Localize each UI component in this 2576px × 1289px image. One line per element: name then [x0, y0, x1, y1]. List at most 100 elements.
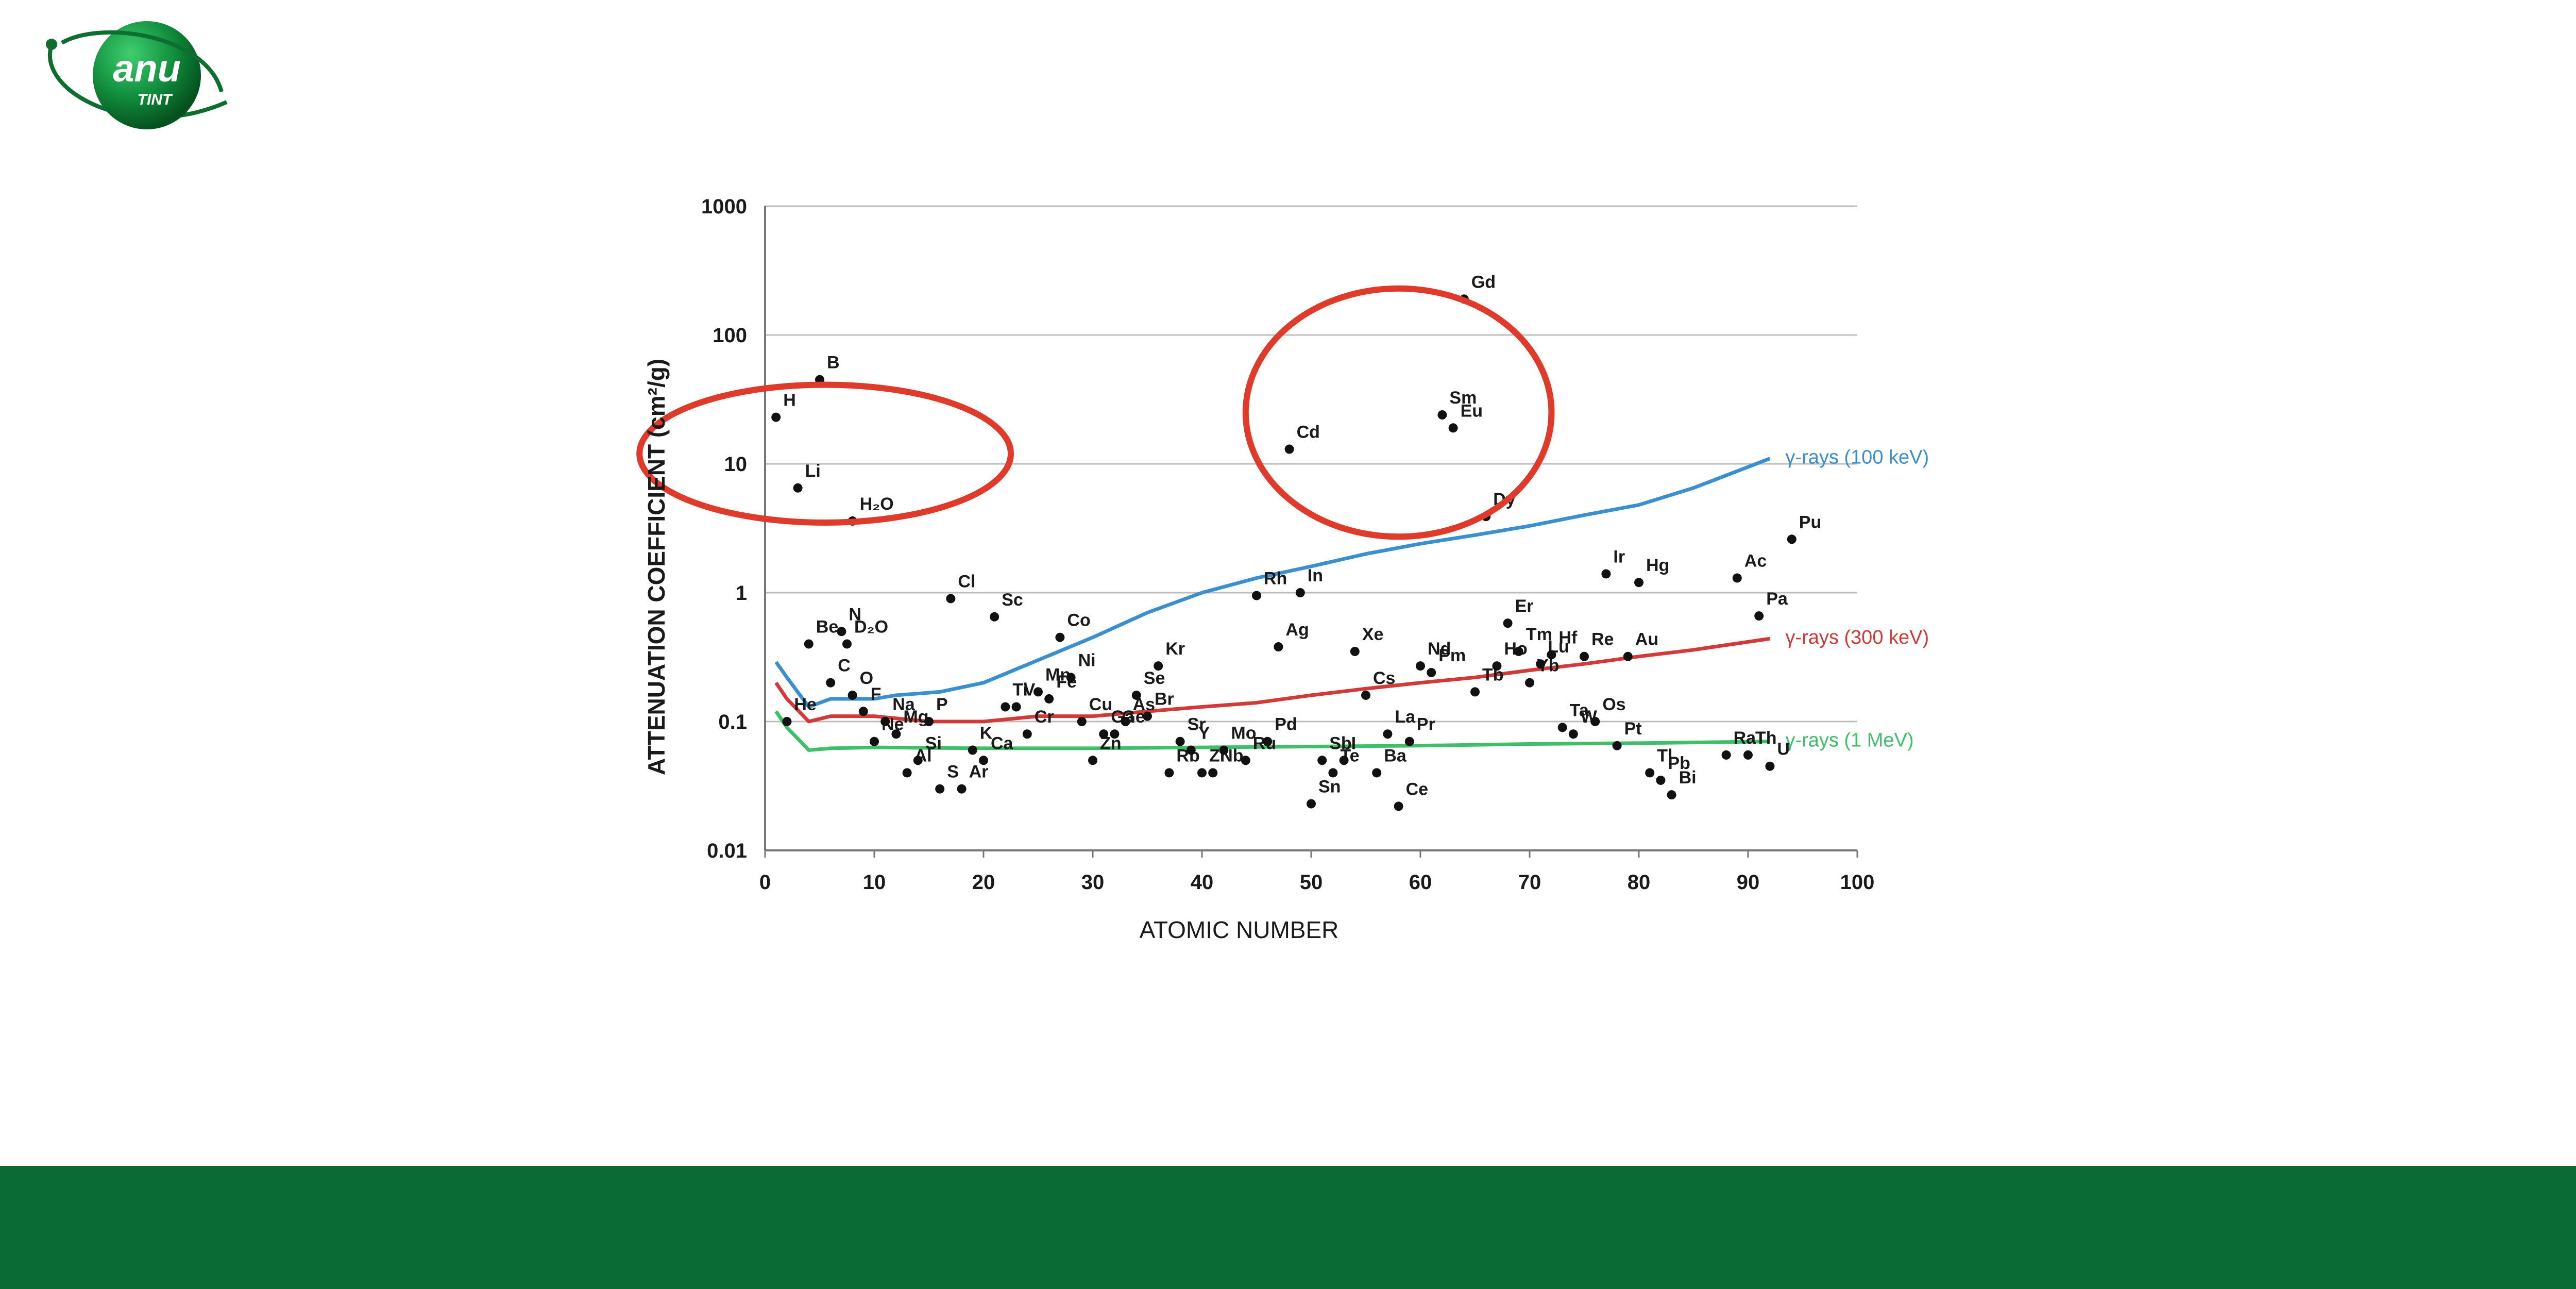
- data-point: [1295, 588, 1305, 597]
- element-label: Ir: [1613, 547, 1625, 566]
- element-label: H: [783, 391, 796, 410]
- element-label: Sc: [1002, 590, 1023, 610]
- element-label: Sm: [1449, 388, 1477, 408]
- anu-tint-logo: anu TINT: [46, 21, 228, 129]
- element-label: Ra: [1734, 728, 1757, 748]
- data-point: [804, 639, 814, 649]
- element-label: Mo: [1231, 723, 1256, 743]
- data-point: [1088, 756, 1097, 765]
- data-point: [1154, 661, 1163, 671]
- data-point: [1732, 573, 1742, 583]
- data-point: [1284, 444, 1294, 454]
- data-point: [902, 768, 912, 778]
- data-point: [979, 756, 988, 765]
- element-label: Xe: [1362, 625, 1384, 644]
- data-point: [1721, 750, 1731, 760]
- data-point: [990, 612, 999, 622]
- chart-highlight-circles: [636, 285, 1555, 540]
- element-label: Ca: [991, 733, 1014, 753]
- data-point: [1514, 646, 1523, 656]
- data-point: [1372, 768, 1382, 778]
- data-point: [1263, 736, 1273, 746]
- chart-points: HHeLiBeBCH₂OND₂OOFNeNaMgAlSiPSClArKCaScT…: [771, 272, 1821, 811]
- element-label: In: [1308, 566, 1323, 585]
- data-point: [1164, 768, 1174, 778]
- highlight-circle: [1242, 285, 1555, 540]
- chart-ticks: 0.01 0.1 1 10 100 1000 0 10 20 30 40 50 60 70 80 90 100: [701, 195, 1874, 894]
- data-point: [1437, 410, 1447, 420]
- element-label: Ag: [1285, 620, 1309, 640]
- x-tick-label: 50: [1300, 871, 1323, 894]
- element-label: Cr: [1035, 707, 1054, 727]
- element-label: Tl: [1657, 746, 1672, 765]
- logo-globe: [93, 21, 201, 129]
- data-point: [793, 483, 803, 493]
- element-label: Si: [925, 733, 942, 753]
- element-label: Na: [892, 695, 916, 714]
- element-label: Hg: [1646, 556, 1669, 575]
- data-point: [1634, 578, 1643, 588]
- data-point: [1131, 690, 1141, 700]
- element-label: Eu: [1461, 401, 1483, 421]
- data-point: [1536, 659, 1546, 669]
- data-point: [1448, 423, 1458, 433]
- data-point: [1022, 729, 1032, 739]
- data-point: [1383, 729, 1393, 739]
- data-point: [1667, 790, 1676, 800]
- data-point: [1143, 711, 1152, 721]
- data-point: [826, 678, 836, 688]
- data-point: [1110, 729, 1120, 739]
- element-label: Os: [1602, 695, 1625, 714]
- data-point: [1503, 618, 1513, 628]
- data-point: [1121, 717, 1130, 726]
- data-point: [1252, 591, 1261, 600]
- x-tick-label: 100: [1840, 871, 1875, 894]
- x-tick-label: 10: [863, 871, 886, 894]
- element-label: Kr: [1165, 639, 1185, 659]
- element-label: Y: [1198, 723, 1210, 743]
- data-point: [924, 717, 934, 726]
- data-point: [1787, 534, 1797, 544]
- series-line: [774, 457, 1771, 709]
- y-tick-label: 0.01: [707, 840, 747, 862]
- data-point: [935, 784, 945, 794]
- element-label: Mg: [903, 707, 928, 727]
- data-point: [1219, 745, 1229, 755]
- x-tick-label: 40: [1191, 871, 1214, 894]
- element-label: Ce: [1406, 779, 1428, 799]
- data-point: [1055, 632, 1065, 642]
- y-tick-label: 1: [736, 582, 747, 605]
- data-point: [1612, 741, 1622, 750]
- element-label: D₂O: [854, 617, 888, 637]
- data-point: [858, 707, 868, 716]
- element-label: La: [1395, 707, 1416, 727]
- element-label: C: [838, 656, 851, 676]
- data-point: [1274, 642, 1283, 652]
- data-point: [1568, 729, 1578, 739]
- x-tick-label: 0: [759, 871, 771, 894]
- data-point: [1066, 673, 1076, 682]
- data-point: [1001, 702, 1010, 712]
- series-label: γ-rays (300 keV): [1785, 627, 1929, 648]
- data-point: [1404, 736, 1414, 746]
- data-point: [1623, 651, 1633, 661]
- element-label: Sb: [1329, 733, 1351, 753]
- data-point: [1241, 756, 1250, 765]
- data-point: [1743, 750, 1753, 760]
- data-point: [1328, 768, 1338, 778]
- element-label: Pd: [1275, 715, 1297, 734]
- element-label: Nd: [1428, 639, 1451, 659]
- element-label: Gd: [1471, 272, 1496, 292]
- element-label: Cd: [1297, 423, 1320, 442]
- element-label: Hf: [1558, 628, 1578, 647]
- data-point: [1547, 650, 1556, 660]
- x-tick-label: 90: [1737, 871, 1760, 894]
- data-point: [1427, 667, 1436, 677]
- element-label: Pu: [1799, 512, 1821, 532]
- element-label: Br: [1155, 690, 1174, 709]
- data-point: [1307, 799, 1316, 809]
- data-point: [1208, 768, 1218, 778]
- data-point: [880, 717, 890, 726]
- series-label: γ-rays (1 MeV): [1785, 730, 1913, 751]
- element-label: Ac: [1744, 551, 1767, 571]
